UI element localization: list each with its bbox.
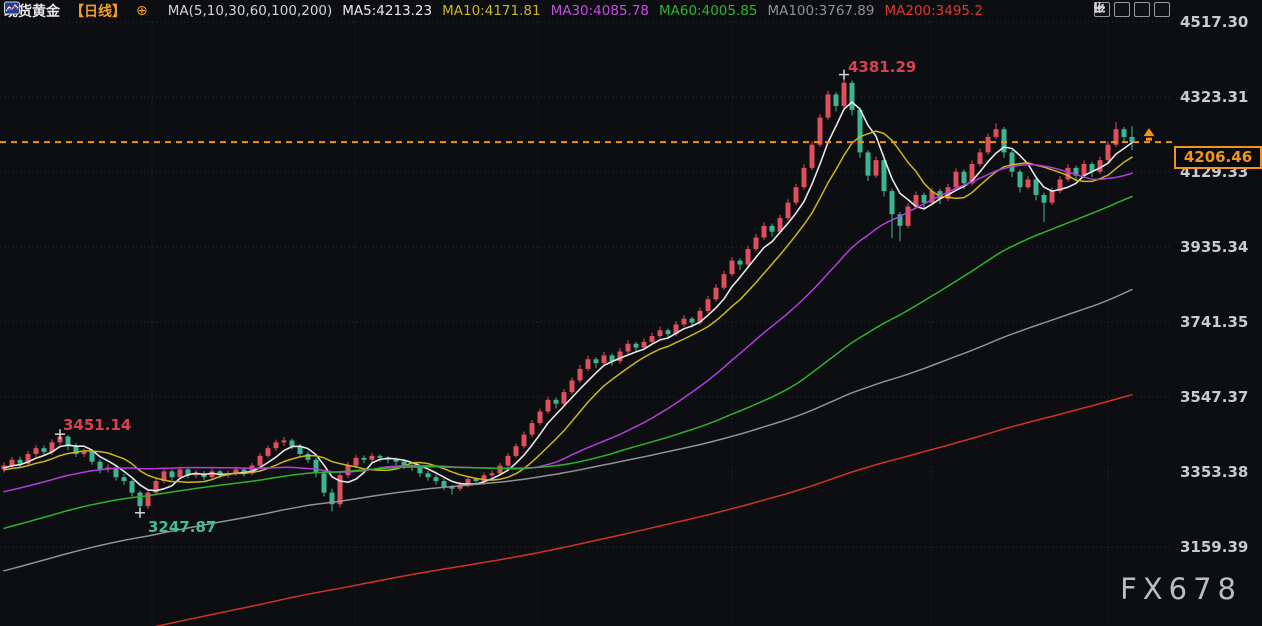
ma-group-label: MA(5,10,30,60,100,200) (167, 3, 333, 19)
axis-label: 4323.31 (1180, 88, 1249, 106)
axis-label: 3741.35 (1180, 313, 1249, 331)
axis-label: 3547.37 (1180, 388, 1249, 406)
axis-label: 3159.39 (1180, 538, 1249, 556)
ma5-value: MA5:4213.23 (342, 3, 433, 19)
axis-label: 4517.30 (1180, 13, 1249, 31)
indicator-panel-icon[interactable] (1094, 2, 1130, 17)
low-price-annotation: 3247.87 (148, 517, 217, 536)
pop-out-icon[interactable] (1095, 2, 1170, 17)
ma100-value: MA100:3767.89 (767, 3, 875, 19)
ma30-value: MA30:4085.78 (550, 3, 649, 19)
ma10-value: MA10:4171.81 (442, 3, 541, 19)
legend-bar: 现货黄金 【日线】 ⊕ MA(5,10,30,60,100,200) MA5:4… (4, 1, 983, 21)
axis-label: 3353.38 (1180, 463, 1249, 481)
peak-price-annotation: 4381.29 (848, 57, 917, 76)
chart-toolbar (1094, 2, 1170, 17)
ma60-value: MA60:4005.85 (659, 3, 758, 19)
watermark: FX678 (1120, 572, 1242, 606)
last-price-tag: 4206.46 (1174, 145, 1262, 169)
period-selector[interactable]: 【日线】 (70, 4, 126, 20)
axis-label: 3935.34 (1180, 238, 1249, 256)
add-indicator-icon[interactable]: ⊕ (136, 3, 148, 19)
high-price-annotation: 3451.14 (63, 416, 132, 435)
drawing-tools-icon[interactable] (1094, 2, 1150, 17)
ma200-value: MA200:3495.2 (884, 3, 983, 19)
